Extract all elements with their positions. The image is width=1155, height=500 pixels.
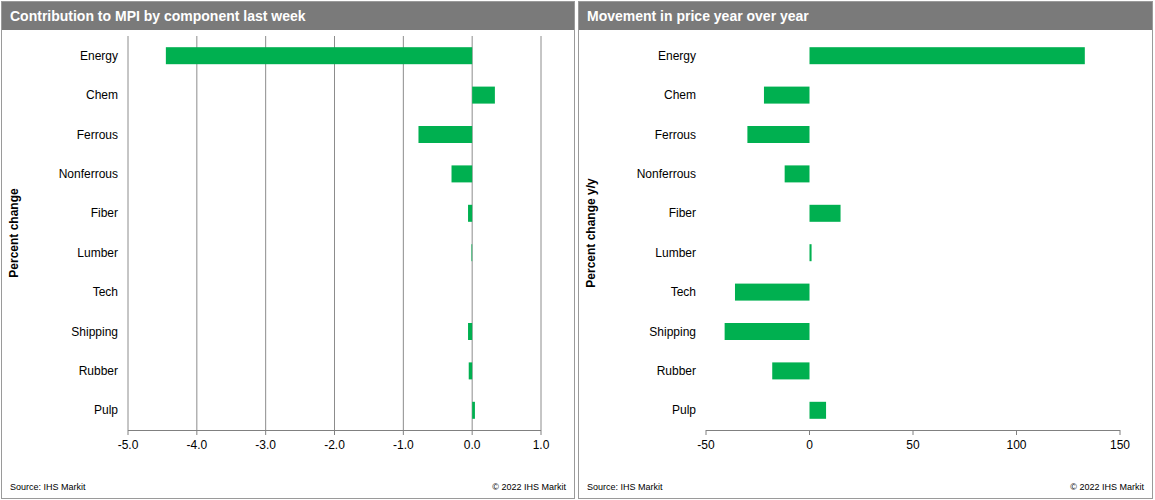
- chart-title: Movement in price year over year: [587, 8, 809, 24]
- category-label: Shipping: [649, 325, 696, 339]
- chart-title: Contribution to MPI by component last we…: [10, 8, 306, 24]
- tick-label: -1.0: [393, 438, 414, 452]
- panel-frame: [579, 2, 1153, 499]
- bar: [166, 47, 472, 64]
- bar: [810, 244, 812, 261]
- bar: [471, 244, 473, 261]
- tick-label: -2.0: [324, 438, 345, 452]
- bar: [469, 362, 472, 379]
- tick-label: -50: [697, 438, 715, 452]
- tick-label: 1.0: [533, 438, 550, 452]
- title-bar: [2, 2, 574, 30]
- bar: [472, 87, 495, 104]
- panel-frame: [2, 2, 575, 499]
- category-label: Chem: [86, 88, 118, 102]
- annotation: © 2022 IHS Markit: [492, 482, 566, 492]
- category-label: Energy: [658, 49, 696, 63]
- tick-label: -3.0: [255, 438, 276, 452]
- chart-canvas: Contribution to MPI by component last we…: [0, 0, 1155, 500]
- bar: [725, 323, 810, 340]
- annotation: Source: IHS Markit: [10, 482, 86, 492]
- category-label: Tech: [93, 285, 118, 299]
- tick-label: -5.0: [118, 438, 139, 452]
- bar: [472, 284, 473, 301]
- bar: [810, 205, 841, 222]
- annotation: Source: IHS Markit: [587, 482, 663, 492]
- bar: [472, 402, 475, 419]
- tick-label: 0: [806, 438, 813, 452]
- bar: [810, 402, 827, 419]
- bar: [810, 47, 1085, 64]
- bars: [166, 47, 495, 419]
- tick-label: 50: [906, 438, 920, 452]
- y-axis-label: Percent change y/y: [584, 178, 598, 288]
- bars: [725, 47, 1085, 419]
- tick-label: 150: [1110, 438, 1130, 452]
- tick-label: -4.0: [186, 438, 207, 452]
- y-axis-label: Percent change: [7, 188, 21, 278]
- bar: [468, 323, 472, 340]
- category-label: Pulp: [672, 403, 696, 417]
- bar: [468, 205, 472, 222]
- category-label: Lumber: [655, 246, 696, 260]
- grid-line: [128, 36, 129, 430]
- category-label: Energy: [80, 49, 118, 63]
- chart-panel: Movement in price year over year -50 0 50 10…: [579, 2, 1153, 499]
- annotation: © 2022 IHS Markit: [1070, 482, 1144, 492]
- bar: [418, 126, 472, 143]
- title-bar: [579, 2, 1152, 30]
- x-axis-line: [706, 430, 1120, 431]
- bar: [764, 87, 810, 104]
- category-label: Ferrous: [655, 128, 696, 142]
- grid-line: [334, 36, 335, 430]
- bar: [772, 362, 809, 379]
- category-label: Fiber: [669, 206, 696, 220]
- bar: [452, 165, 473, 182]
- category-label: Shipping: [71, 325, 118, 339]
- category-label: Lumber: [77, 246, 118, 260]
- category-label: Fiber: [91, 206, 118, 220]
- bar: [785, 165, 810, 182]
- bar: [735, 284, 810, 301]
- category-label: Rubber: [79, 364, 118, 378]
- category-label: Rubber: [657, 364, 696, 378]
- grid-line: [403, 36, 404, 430]
- tick-label: 0.0: [464, 438, 481, 452]
- category-label: Pulp: [94, 403, 118, 417]
- category-label: Nonferrous: [637, 167, 696, 181]
- grid-line: [265, 36, 266, 430]
- category-label: Nonferrous: [59, 167, 118, 181]
- grid-line: [196, 36, 197, 430]
- category-label: Chem: [664, 88, 696, 102]
- category-label: Tech: [671, 285, 696, 299]
- grid-line: [541, 36, 542, 430]
- category-label: Ferrous: [77, 128, 118, 142]
- bar: [747, 126, 809, 143]
- tick-label: 100: [1006, 438, 1026, 452]
- x-axis-line: [128, 430, 541, 431]
- chart-panel: Contribution to MPI by component last we…: [2, 2, 575, 499]
